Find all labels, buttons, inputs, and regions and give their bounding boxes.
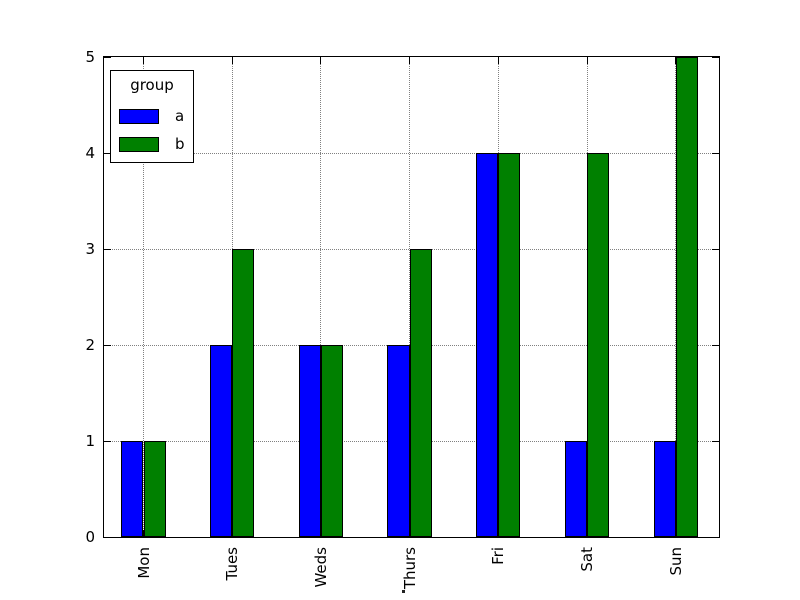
- x-axis-tick: [231, 57, 233, 64]
- plot-area: [103, 56, 720, 538]
- bar-a-Sun: [653, 441, 676, 537]
- y-axis-tick: [104, 152, 111, 154]
- x-axis-tick: [409, 57, 411, 64]
- bar-a-Tues: [210, 345, 233, 537]
- x-gridline: [143, 57, 144, 537]
- bar-a-Fri: [476, 153, 499, 537]
- bar-b-Weds: [320, 345, 344, 537]
- x-tick-label: Sat: [578, 547, 596, 572]
- legend-entry-a: a: [119, 109, 193, 124]
- y-axis-tick: [712, 152, 719, 154]
- y-axis-tick: [104, 440, 111, 442]
- x-axis-tick: [586, 57, 588, 64]
- x-axis-tick: [497, 530, 499, 537]
- bar-a-Mon: [121, 441, 144, 537]
- bar-b-Sun: [675, 57, 698, 537]
- y-axis-tick: [712, 56, 719, 58]
- x-axis-tick: [409, 530, 411, 537]
- x-axis-tick: [231, 530, 233, 537]
- legend-swatch-b: [119, 137, 159, 152]
- x-axis-tick: [497, 57, 499, 64]
- legend-swatch-a: [119, 109, 159, 124]
- x-tick-label: Mon: [134, 547, 153, 579]
- legend-entry-b: b: [119, 137, 193, 152]
- x-axis-tick: [675, 530, 677, 537]
- bar-b-Sat: [587, 153, 610, 537]
- y-axis-tick: [712, 440, 719, 442]
- legend-entry-label: a: [175, 107, 185, 125]
- x-axis-tick: [320, 57, 322, 64]
- y-axis-tick: [104, 248, 111, 250]
- x-axis-tick: [675, 57, 677, 64]
- legend-entry-label: b: [175, 135, 185, 153]
- x-axis-tick: [143, 530, 144, 537]
- x-tick-label: Sun: [666, 547, 685, 576]
- y-axis-tick: [712, 344, 719, 346]
- legend-title: group: [130, 76, 174, 94]
- bar-b-Thurs: [409, 249, 432, 537]
- bar-b-Mon: [143, 441, 166, 537]
- x-tick-label: Weds: [311, 547, 330, 588]
- y-tick-label: 5: [85, 48, 95, 66]
- y-tick-label: 0: [85, 528, 95, 546]
- y-tick-label: 1: [85, 432, 95, 450]
- clipped-xlabel-artifact: [402, 590, 405, 593]
- y-tick-label: 3: [85, 240, 95, 258]
- x-axis-tick: [586, 530, 588, 537]
- y-axis-tick: [104, 56, 111, 58]
- bar-a-Sat: [564, 441, 587, 537]
- x-axis-tick: [320, 530, 322, 537]
- bar-a-Thurs: [387, 345, 410, 537]
- y-axis-tick: [712, 536, 719, 538]
- bar-b-Tues: [232, 249, 255, 537]
- y-gridline: [104, 152, 719, 154]
- x-tick-label: Fri: [489, 547, 508, 565]
- x-axis-tick: [143, 57, 144, 64]
- y-axis-tick: [104, 344, 111, 346]
- bar-a-Weds: [298, 345, 321, 537]
- y-tick-label: 4: [85, 144, 95, 162]
- y-axis-tick: [712, 248, 719, 250]
- x-tick-label: Tues: [223, 547, 242, 581]
- x-gridline: [320, 57, 322, 537]
- bar-b-Fri: [498, 153, 521, 537]
- y-tick-label: 2: [85, 336, 95, 354]
- y-axis-tick: [104, 536, 111, 538]
- x-tick-label: Thurs: [400, 547, 419, 590]
